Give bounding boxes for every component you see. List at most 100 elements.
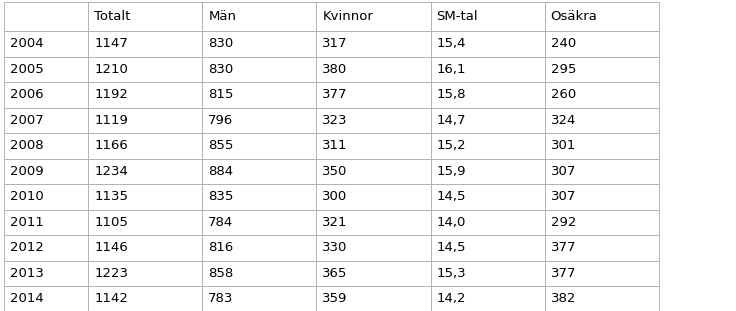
Bar [4, 159, 88, 184]
Text: 382: 382 [551, 292, 576, 305]
Text: 15,4: 15,4 [436, 37, 466, 50]
Text: 884: 884 [208, 165, 233, 178]
Bar [202, 108, 316, 133]
Bar [431, 286, 545, 311]
Bar [88, 184, 202, 210]
Bar [88, 57, 202, 82]
Bar [316, 133, 431, 159]
Text: Totalt: Totalt [94, 10, 130, 23]
Bar [545, 2, 659, 31]
Bar [4, 82, 88, 108]
Bar [431, 108, 545, 133]
Text: 377: 377 [551, 267, 576, 280]
Bar [202, 286, 316, 311]
Bar [88, 133, 202, 159]
Bar [545, 31, 659, 57]
Bar [88, 261, 202, 286]
Bar [545, 286, 659, 311]
Bar [202, 31, 316, 57]
Text: 796: 796 [208, 114, 233, 127]
Bar [202, 261, 316, 286]
Text: 1192: 1192 [94, 88, 128, 101]
Bar [545, 133, 659, 159]
Bar [316, 57, 431, 82]
Bar [316, 108, 431, 133]
Bar [202, 82, 316, 108]
Text: 1119: 1119 [94, 114, 128, 127]
Bar [545, 82, 659, 108]
Bar [4, 184, 88, 210]
Bar [88, 82, 202, 108]
Bar [316, 210, 431, 235]
Text: 292: 292 [551, 216, 576, 229]
Bar [4, 108, 88, 133]
Text: 240: 240 [551, 37, 576, 50]
Text: 16,1: 16,1 [436, 63, 466, 76]
Text: 2004: 2004 [10, 37, 43, 50]
Bar [545, 159, 659, 184]
Bar [316, 159, 431, 184]
Bar [88, 159, 202, 184]
Bar [202, 159, 316, 184]
Text: 14,5: 14,5 [436, 241, 466, 254]
Text: 1135: 1135 [94, 190, 128, 203]
Bar [316, 261, 431, 286]
Text: 1146: 1146 [94, 241, 128, 254]
Text: 14,7: 14,7 [436, 114, 466, 127]
Bar [431, 133, 545, 159]
Bar [88, 210, 202, 235]
Text: 1166: 1166 [94, 139, 128, 152]
Bar [431, 235, 545, 261]
Text: 2014: 2014 [10, 292, 43, 305]
Text: 321: 321 [322, 216, 348, 229]
Text: 311: 311 [322, 139, 348, 152]
Text: 350: 350 [322, 165, 347, 178]
Text: 1234: 1234 [94, 165, 128, 178]
Bar [88, 108, 202, 133]
Text: SM-tal: SM-tal [436, 10, 478, 23]
Bar [431, 159, 545, 184]
Bar [202, 235, 316, 261]
Bar [316, 184, 431, 210]
Text: 1142: 1142 [94, 292, 128, 305]
Bar [88, 2, 202, 31]
Text: 300: 300 [322, 190, 347, 203]
Bar [545, 235, 659, 261]
Text: 858: 858 [208, 267, 233, 280]
Text: 2006: 2006 [10, 88, 43, 101]
Text: 2007: 2007 [10, 114, 43, 127]
Bar [316, 82, 431, 108]
Bar [4, 286, 88, 311]
Bar [4, 133, 88, 159]
Bar [545, 184, 659, 210]
Text: 1223: 1223 [94, 267, 128, 280]
Text: 1147: 1147 [94, 37, 128, 50]
Text: 323: 323 [322, 114, 348, 127]
Bar [202, 184, 316, 210]
Bar [202, 57, 316, 82]
Bar [316, 235, 431, 261]
Text: 855: 855 [208, 139, 233, 152]
Bar [545, 210, 659, 235]
Bar [202, 133, 316, 159]
Text: 15,2: 15,2 [436, 139, 466, 152]
Bar [4, 31, 88, 57]
Bar [4, 210, 88, 235]
Bar [545, 261, 659, 286]
Text: Osäkra: Osäkra [551, 10, 598, 23]
Bar [88, 31, 202, 57]
Text: 2008: 2008 [10, 139, 43, 152]
Bar [4, 57, 88, 82]
Text: 377: 377 [551, 241, 576, 254]
Text: 2009: 2009 [10, 165, 43, 178]
Text: 14,2: 14,2 [436, 292, 466, 305]
Text: 830: 830 [208, 37, 233, 50]
Text: Män: Män [208, 10, 236, 23]
Text: 816: 816 [208, 241, 233, 254]
Bar [202, 2, 316, 31]
Bar [88, 286, 202, 311]
Bar [202, 210, 316, 235]
Text: 783: 783 [208, 292, 233, 305]
Text: 2005: 2005 [10, 63, 43, 76]
Bar [431, 210, 545, 235]
